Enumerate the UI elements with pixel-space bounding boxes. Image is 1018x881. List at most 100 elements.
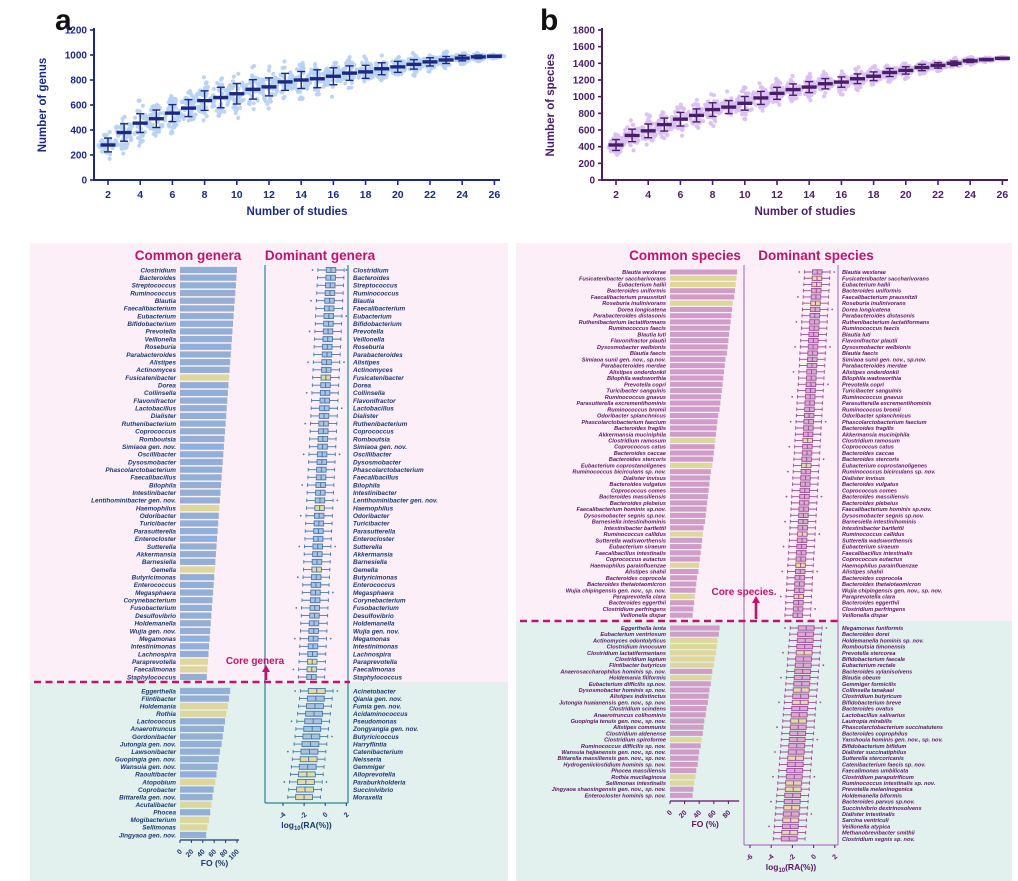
fo-tick-label: 20: [185, 848, 196, 859]
taxon-row: Flintibacter: [142, 695, 230, 703]
taxon-row: Lautropia mirabilis: [782, 718, 892, 725]
x-tick-label: 6: [677, 189, 683, 201]
taxon-row: Butyricimonas Butyricimonas: [132, 574, 398, 582]
fo-bar: [180, 297, 235, 304]
taxon-row: Guopingia gen. nov.: [115, 756, 219, 764]
taxon-row: Fusobacterium Fusobacterium: [130, 604, 399, 612]
taxon-row: Eggerthella lenta: [621, 625, 720, 632]
taxon-row: Bilophila Bilophila: [149, 481, 380, 489]
taxon-label: Faecalibacterium hominis sp.nov.: [576, 507, 666, 513]
ra-boxplot: [782, 650, 821, 656]
taxon-label: Flintibacter butyricus: [609, 663, 666, 669]
taxon-label: Alistipes shahii: [624, 570, 666, 576]
taxon-label: Veillonella atypica: [842, 824, 890, 830]
fo-bar: [180, 551, 216, 558]
fo-bar: [670, 743, 701, 749]
taxon-label: Fusicatenibacter saccharivorans: [579, 276, 666, 282]
ra-boxplot: [768, 823, 807, 830]
taxon-label: Succinivibrio dextrinosolvens: [842, 806, 922, 812]
ra-tick-label: -4: [766, 853, 775, 862]
fo-bar: [180, 351, 231, 358]
fo-bar: [180, 740, 222, 748]
taxon-label: Gemmiger: [353, 764, 385, 771]
taxon-row: Clostridium aldenense: [606, 730, 703, 737]
fo-bar: [180, 320, 234, 327]
taxon-label: Coprococcus catus: [614, 445, 666, 451]
taxon-row: Intestinimonas Intestinimonas: [131, 643, 399, 651]
taxon-label: Turicibacter sanguinis: [842, 389, 902, 395]
ra-boxplot: [800, 331, 827, 338]
taxon-label: Clostridium aldenense: [606, 731, 666, 737]
taxon-row: Mogibacterium: [131, 816, 210, 824]
ra-boxplot: [785, 600, 812, 606]
ra-boxplot: [801, 313, 828, 319]
ra-boxplot: [784, 606, 816, 612]
taxon-label: Sutterella wadsworthensis: [595, 538, 666, 544]
fo-bar: [670, 587, 696, 593]
ra-boxplot: [781, 568, 819, 575]
taxon-label: Ruminococcus: [353, 290, 399, 297]
taxon-row: Megasphaera Megasphaera: [135, 589, 394, 597]
ra-boxplot: [310, 405, 343, 412]
ra-boxplot: [778, 761, 812, 768]
taxon-label: Faecalibacillus intestinalis: [595, 551, 666, 557]
ra-boxplot: [790, 512, 817, 519]
taxon-row: Dialister Dialister: [151, 412, 379, 420]
ra-boxplot: [787, 556, 815, 562]
ra-boxplot: [795, 319, 828, 325]
taxon-row: Gemmiger formicilis: [785, 681, 896, 688]
taxon-label: Alistipes shahii: [841, 570, 883, 576]
ra-boxplot: [787, 562, 814, 568]
taxon-label: Ruminococcus: [130, 290, 176, 297]
taxon-label: Dysosmobacter: [353, 459, 401, 466]
taxon-row: Acutalibacter: [135, 801, 212, 809]
species-core-chart: Common species Dominant species Blautia we…: [516, 243, 1012, 881]
ra-boxplot: [803, 275, 831, 281]
taxon-row: Bittarella gen. nov.: [119, 794, 213, 801]
taxon-row: Dysosmobacter Dysosmobacter: [128, 458, 401, 466]
fo-bar: [670, 675, 712, 681]
taxon-row: Barnesiella intestinihominis Barnesiella …: [592, 518, 916, 526]
fo-bar: [180, 359, 231, 366]
taxon-row: Ruminococcus faecis Ruminococcus faecis: [608, 325, 900, 332]
taxon-row: Alistipes indistinctus: [609, 693, 709, 700]
x-tick-label: 2: [105, 189, 111, 201]
taxon-row: Raoultibacter: [135, 771, 217, 779]
taxon-row: Prevotella Prevotella: [145, 328, 384, 336]
taxon-label: Faecalibacillus: [131, 475, 177, 482]
taxon-label: Odoribacter splanchnicus: [597, 414, 666, 420]
fo-bar: [670, 313, 732, 319]
taxon-row: Intestinibacter bartlettii Intestinibacte…: [604, 525, 904, 532]
taxon-label: Blautia wexlerae: [842, 270, 886, 276]
fo-bar: [670, 531, 703, 537]
taxon-label: Akkermansia muciniphila: [598, 432, 666, 438]
taxon-row: Dysosmobacter welbionis Dysosmobacter wel…: [597, 344, 911, 351]
taxon-label: Anaerosaccharophilus hominis sp. nov.: [559, 669, 666, 675]
y-tick-label: 0: [589, 176, 595, 187]
taxon-label: Anaerotruncus: [130, 726, 177, 733]
fo-bar: [180, 458, 223, 466]
taxon-label: Barnesiella: [353, 559, 388, 566]
taxon-label: Bittarella gen. nov.: [119, 794, 176, 801]
ra-boxplot: [786, 662, 825, 668]
panel-b-letter: b: [540, 4, 559, 37]
ra-boxplot: [316, 282, 344, 289]
taxon-label: Eubacterium hallii: [842, 282, 891, 288]
fo-bar: [180, 528, 218, 535]
taxon-label: Enterocloster: [135, 536, 177, 543]
ra-boxplot: [309, 428, 337, 435]
taxon-row: Odoribacter splanchnicus Odoribacter spla…: [597, 412, 911, 420]
ra-boxplot: [786, 668, 820, 675]
taxon-row: Bacteroides fragilis Bacteroides fragilis: [614, 425, 894, 432]
fo-bar: [670, 338, 729, 344]
taxon-label: Acinetobacter: [352, 688, 396, 695]
taxon-label: Eubacterium rectale: [842, 663, 895, 669]
taxon-label: Bacteroides thetaiotaomicron: [587, 582, 667, 588]
taxon-row: Haemophilus Haemophilus: [136, 504, 394, 512]
taxon-label: Bacteroides eggerthii: [609, 601, 667, 607]
ra-boxplot: [784, 693, 818, 699]
taxon-row: Succinivibrio: [288, 786, 393, 794]
taxon-label: Holdemanella biformis: [842, 793, 902, 799]
